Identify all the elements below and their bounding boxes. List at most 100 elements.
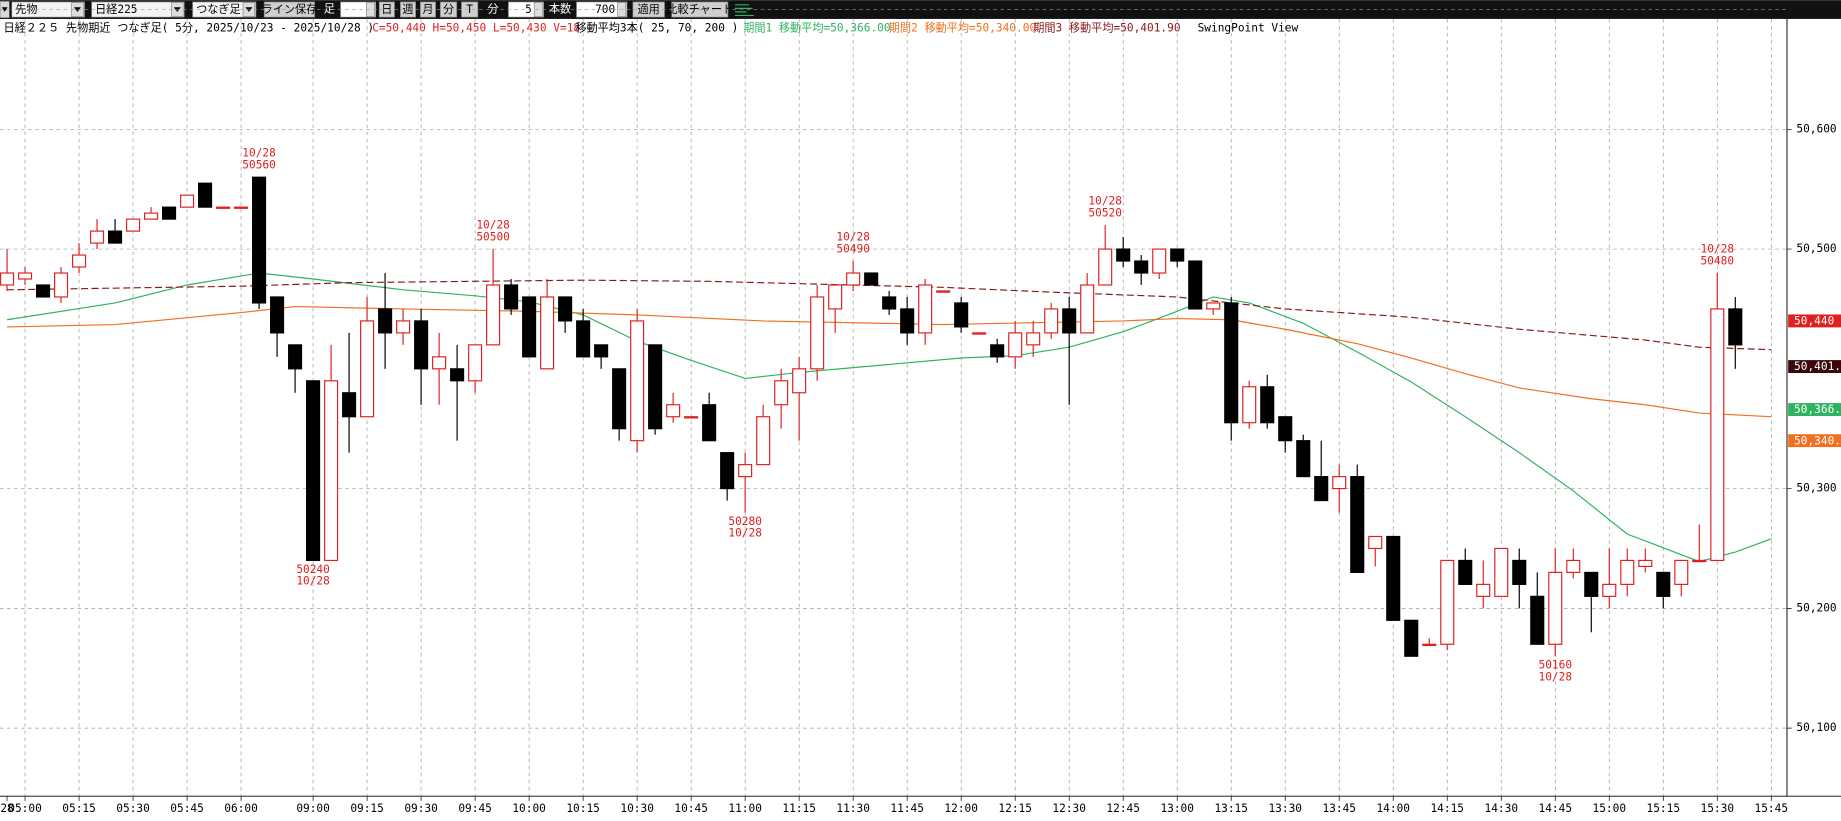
toolbar-text: 日 [381, 3, 392, 16]
toolbar-label: 分 [488, 3, 499, 16]
toolbar-button[interactable] [419, 1, 436, 18]
candle-body [846, 272, 861, 286]
x-tick-label: 10:00 [512, 802, 546, 815]
swing-point-label: 50280 [728, 515, 762, 528]
candle-body [864, 272, 879, 286]
toolbar-text: 先物 [15, 2, 37, 16]
candle-body [342, 392, 357, 418]
x-tick-label: 12:30 [1052, 802, 1086, 815]
x-tick-label: 11:30 [836, 802, 870, 815]
x-tick-label: 14:15 [1430, 802, 1464, 815]
toolbar-label: 足 [324, 3, 335, 16]
price-marker-label: 50,440 [1794, 315, 1834, 328]
toolbar-text: 日経225 [95, 3, 137, 16]
candle-body [1350, 476, 1365, 573]
swing-point-label: 50560 [242, 158, 276, 171]
candle-body [450, 368, 465, 382]
candle-body [180, 194, 195, 208]
candle-body [1710, 308, 1725, 562]
price-marker-label: 50,401.90 [1794, 360, 1841, 373]
header-text: SwingPoint View [1198, 21, 1299, 34]
candle-body [1080, 284, 1095, 334]
swing-point-label: 50500 [476, 230, 510, 243]
x-tick-label: 15:30 [1701, 802, 1735, 815]
candle-body [486, 284, 501, 346]
candle-body [270, 296, 285, 334]
plot-area [0, 176, 1772, 657]
candle-body [972, 332, 987, 335]
price-marker [1788, 403, 1841, 416]
toolbar-text: ライン保存 [262, 2, 318, 16]
candle-body [396, 320, 411, 334]
candle-body [738, 464, 753, 478]
candle-body [414, 320, 429, 370]
candle-body [126, 218, 141, 232]
candle-body [90, 230, 105, 244]
x-tick-label: 05:45 [170, 802, 204, 815]
candle-body [792, 368, 807, 394]
toolbar-text: 月 [422, 3, 433, 16]
candle-body [900, 308, 915, 334]
candle-body [378, 308, 393, 334]
candle-body [1026, 332, 1041, 346]
header-text: C=50,440 H=50,450 L=50,430 V=18 [372, 21, 580, 34]
toolbar-text: 700 [595, 3, 615, 16]
x-tick-label: 14:00 [1376, 802, 1410, 815]
x-tick-label: 13:30 [1268, 802, 1302, 815]
candle-body [252, 176, 267, 304]
menu-arrow [1, 7, 8, 12]
candle-body [18, 272, 33, 280]
candle-body [1008, 332, 1023, 358]
candle-body [1620, 559, 1635, 585]
candle-body [1062, 308, 1077, 334]
swing-point-label: 10/28 [1538, 670, 1572, 683]
x-tick-label: 28 [0, 802, 13, 815]
candle-body [1548, 571, 1563, 645]
candle-body [828, 284, 843, 310]
candle-body [1278, 416, 1293, 442]
candle-body [1386, 535, 1401, 621]
swing-point-label: 10/28 [1088, 195, 1122, 208]
candle-body [162, 206, 177, 220]
candle-body [1440, 559, 1455, 645]
candle-body [1152, 248, 1167, 274]
x-tick-label: 05:15 [62, 802, 96, 815]
y-tick-label: 50,300 [1796, 482, 1836, 495]
candle-body [522, 296, 537, 358]
candle-body [144, 212, 159, 220]
x-tick-label: 12:00 [944, 802, 978, 815]
toolbar-text: 分 [443, 3, 454, 16]
toolbar-text: 週 [402, 3, 413, 16]
swing-point-label: 50160 [1538, 659, 1572, 672]
moving-average-line [7, 279, 1772, 351]
x-tick-label: 10:45 [674, 802, 708, 815]
candle-body [648, 344, 663, 430]
x-tick-label: 12:15 [998, 802, 1032, 815]
candle-body [1260, 386, 1275, 424]
candle-body [108, 230, 123, 244]
x-tick-label: 11:15 [782, 802, 816, 815]
candle-body [990, 344, 1005, 358]
candle-body [1422, 643, 1437, 647]
candle-body [468, 344, 483, 382]
candle-body [666, 404, 681, 418]
price-marker [1788, 434, 1841, 448]
candle-body [630, 320, 645, 442]
candle-body [936, 290, 951, 293]
x-tick-label: 05:30 [116, 802, 150, 815]
candle-body [1566, 559, 1581, 573]
header-text: 日経２２５ 先物期近 つなぎ足( 5分, 2025/10/23 - 2025/1… [4, 20, 375, 34]
x-tick-label: 15:15 [1647, 802, 1681, 815]
y-tick-label: 50,600 [1796, 122, 1836, 135]
candle-body [1188, 260, 1203, 310]
candle-body [1692, 559, 1707, 563]
candle-body [810, 296, 825, 370]
price-axis: 50,10050,20050,30050,50050,60050,70050,4… [1786, 122, 1841, 734]
candle-body [1530, 595, 1545, 645]
toolbar-text: 適用 [638, 2, 660, 16]
x-tick-label: 15:45 [1755, 802, 1789, 815]
candle-body [54, 272, 69, 298]
candle-body [774, 380, 789, 406]
